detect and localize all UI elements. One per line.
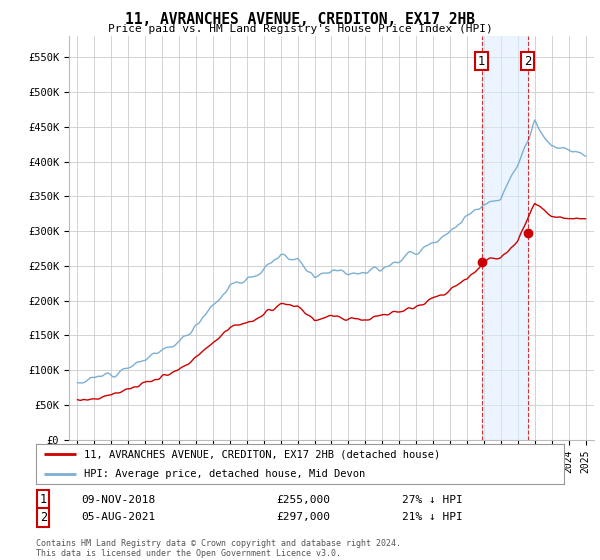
Text: 11, AVRANCHES AVENUE, CREDITON, EX17 2HB (detached house): 11, AVRANCHES AVENUE, CREDITON, EX17 2HB… — [83, 449, 440, 459]
Text: £255,000: £255,000 — [276, 494, 330, 505]
Text: 1: 1 — [478, 54, 485, 68]
Text: 09-NOV-2018: 09-NOV-2018 — [81, 494, 155, 505]
Text: Price paid vs. HM Land Registry's House Price Index (HPI): Price paid vs. HM Land Registry's House … — [107, 24, 493, 34]
Text: 27% ↓ HPI: 27% ↓ HPI — [402, 494, 463, 505]
Text: HPI: Average price, detached house, Mid Devon: HPI: Average price, detached house, Mid … — [83, 469, 365, 479]
Text: £297,000: £297,000 — [276, 512, 330, 522]
Text: Contains HM Land Registry data © Crown copyright and database right 2024.
This d: Contains HM Land Registry data © Crown c… — [36, 539, 401, 558]
Bar — [482, 36, 528, 440]
Text: 11, AVRANCHES AVENUE, CREDITON, EX17 2HB: 11, AVRANCHES AVENUE, CREDITON, EX17 2HB — [125, 12, 475, 27]
Text: 21% ↓ HPI: 21% ↓ HPI — [402, 512, 463, 522]
Text: 2: 2 — [40, 511, 47, 524]
Text: 1: 1 — [40, 493, 47, 506]
Text: 05-AUG-2021: 05-AUG-2021 — [81, 512, 155, 522]
Text: 2: 2 — [524, 54, 532, 68]
